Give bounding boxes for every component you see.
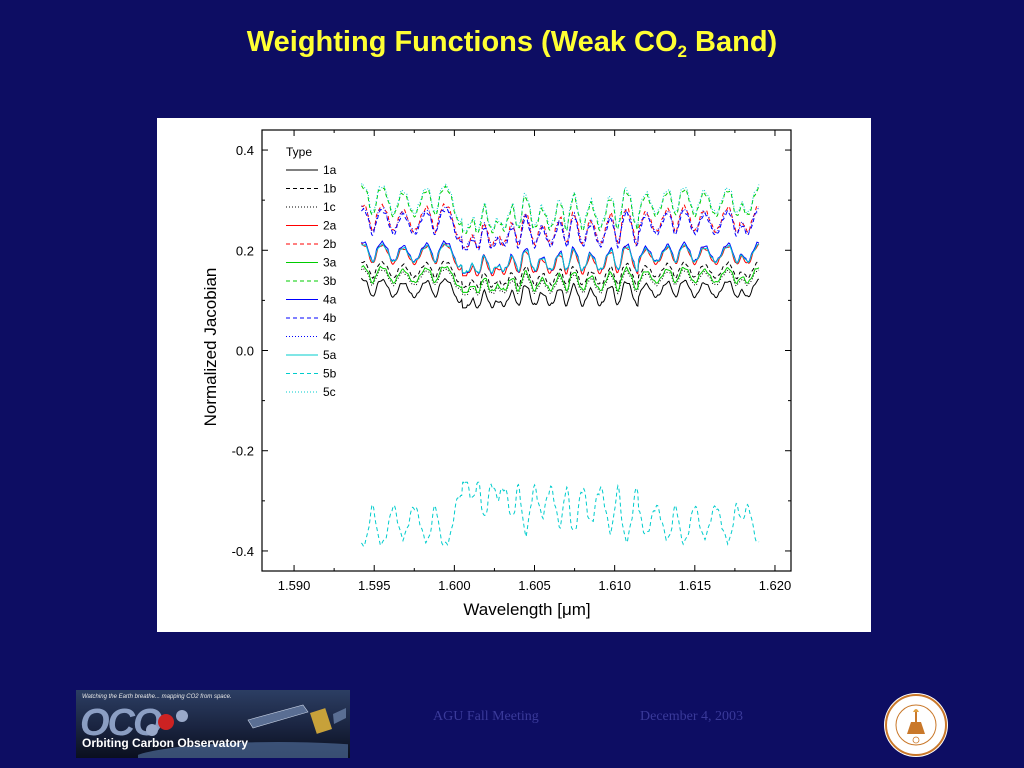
x-tick-label: 1.605 [518, 578, 551, 593]
series-line-3a [361, 264, 760, 293]
legend-label-1b: 1b [323, 182, 337, 196]
oco-banner: Watching the Earth breathe... mapping CO… [76, 690, 350, 758]
legend-label-4b: 4b [323, 311, 337, 325]
legend-label-4a: 4a [323, 293, 337, 307]
legend-label-1c: 1c [323, 200, 336, 214]
x-tick-label: 1.590 [278, 578, 311, 593]
y-axis-title: Normalized Jacobian [201, 268, 220, 427]
y-tick-label: 0.0 [236, 344, 254, 359]
series-line-5c [361, 182, 760, 232]
series-line-2a [360, 242, 760, 277]
plot-frame [261, 129, 792, 572]
legend-label-2a: 2a [323, 219, 337, 233]
legend-label-3a: 3a [323, 256, 337, 270]
footer-conference: AGU Fall Meeting [433, 709, 539, 724]
legend-label-5c: 5c [323, 385, 336, 399]
legend-label-4c: 4c [323, 330, 336, 344]
banner-mission-name: Orbiting Carbon Observatory [82, 736, 249, 750]
title-subscript: 2 [677, 42, 687, 61]
y-tick-label: 0.2 [236, 243, 254, 258]
series-line-2b [361, 202, 760, 249]
legend-label-1a: 1a [323, 163, 337, 177]
caltech-seal-icon [884, 693, 948, 757]
series-line-1b [361, 260, 760, 288]
legend-label-3b: 3b [323, 274, 337, 288]
x-tick-label: 1.620 [759, 578, 792, 593]
x-tick-label: 1.610 [598, 578, 631, 593]
series-line-1c [361, 267, 760, 296]
series-line-5b [361, 481, 760, 547]
chart-svg: 1.590 1.595 1.600 1.605 1.610 1.615 1.620 0.4 0.… [201, 129, 792, 619]
x-axis-title: Wavelength [μm] [463, 600, 590, 619]
y-tick-label: -0.4 [232, 544, 254, 559]
satellite-icon [138, 704, 348, 758]
banner-tagline: Watching the Earth breathe... mapping CO… [82, 694, 232, 700]
title-main: Weighting Functions (Weak CO [246, 26, 678, 58]
slide-title: Weighting Functions (Weak CO2 Band) [0, 26, 1024, 62]
x-tick-label: 1.600 [438, 578, 471, 593]
legend-label-2b: 2b [323, 237, 337, 251]
legend-label-5a: 5a [323, 348, 337, 362]
y-tick-label: 0.4 [236, 143, 254, 158]
series-group [360, 182, 760, 547]
series-line-1a [360, 277, 760, 309]
series-line-3b [361, 184, 760, 234]
series-line-4b [361, 207, 760, 251]
banner-letters: OCO [80, 702, 163, 744]
legend-title: Type [286, 145, 312, 159]
x-tick-label: 1.595 [358, 578, 391, 593]
series-line-4c [361, 205, 760, 248]
title-end: Band) [686, 26, 778, 58]
x-tick-label: 1.615 [679, 578, 712, 593]
legend: Type 1a 1b 1c 2a 2b 3a 3b 4a 4b 4c 5a 5b 5c [286, 145, 337, 399]
chart-panel: 1.590 1.595 1.600 1.605 1.610 1.615 1.620 0.4 0.… [157, 118, 871, 632]
y-tick-label: -0.2 [232, 444, 254, 459]
series-line-5a [361, 243, 760, 274]
legend-label-5b: 5b [323, 367, 337, 381]
axis-ticks: 1.590 1.595 1.600 1.605 1.610 1.615 1.620 0.4 0.… [232, 130, 792, 593]
footer-date: December 4, 2003 [640, 709, 744, 724]
